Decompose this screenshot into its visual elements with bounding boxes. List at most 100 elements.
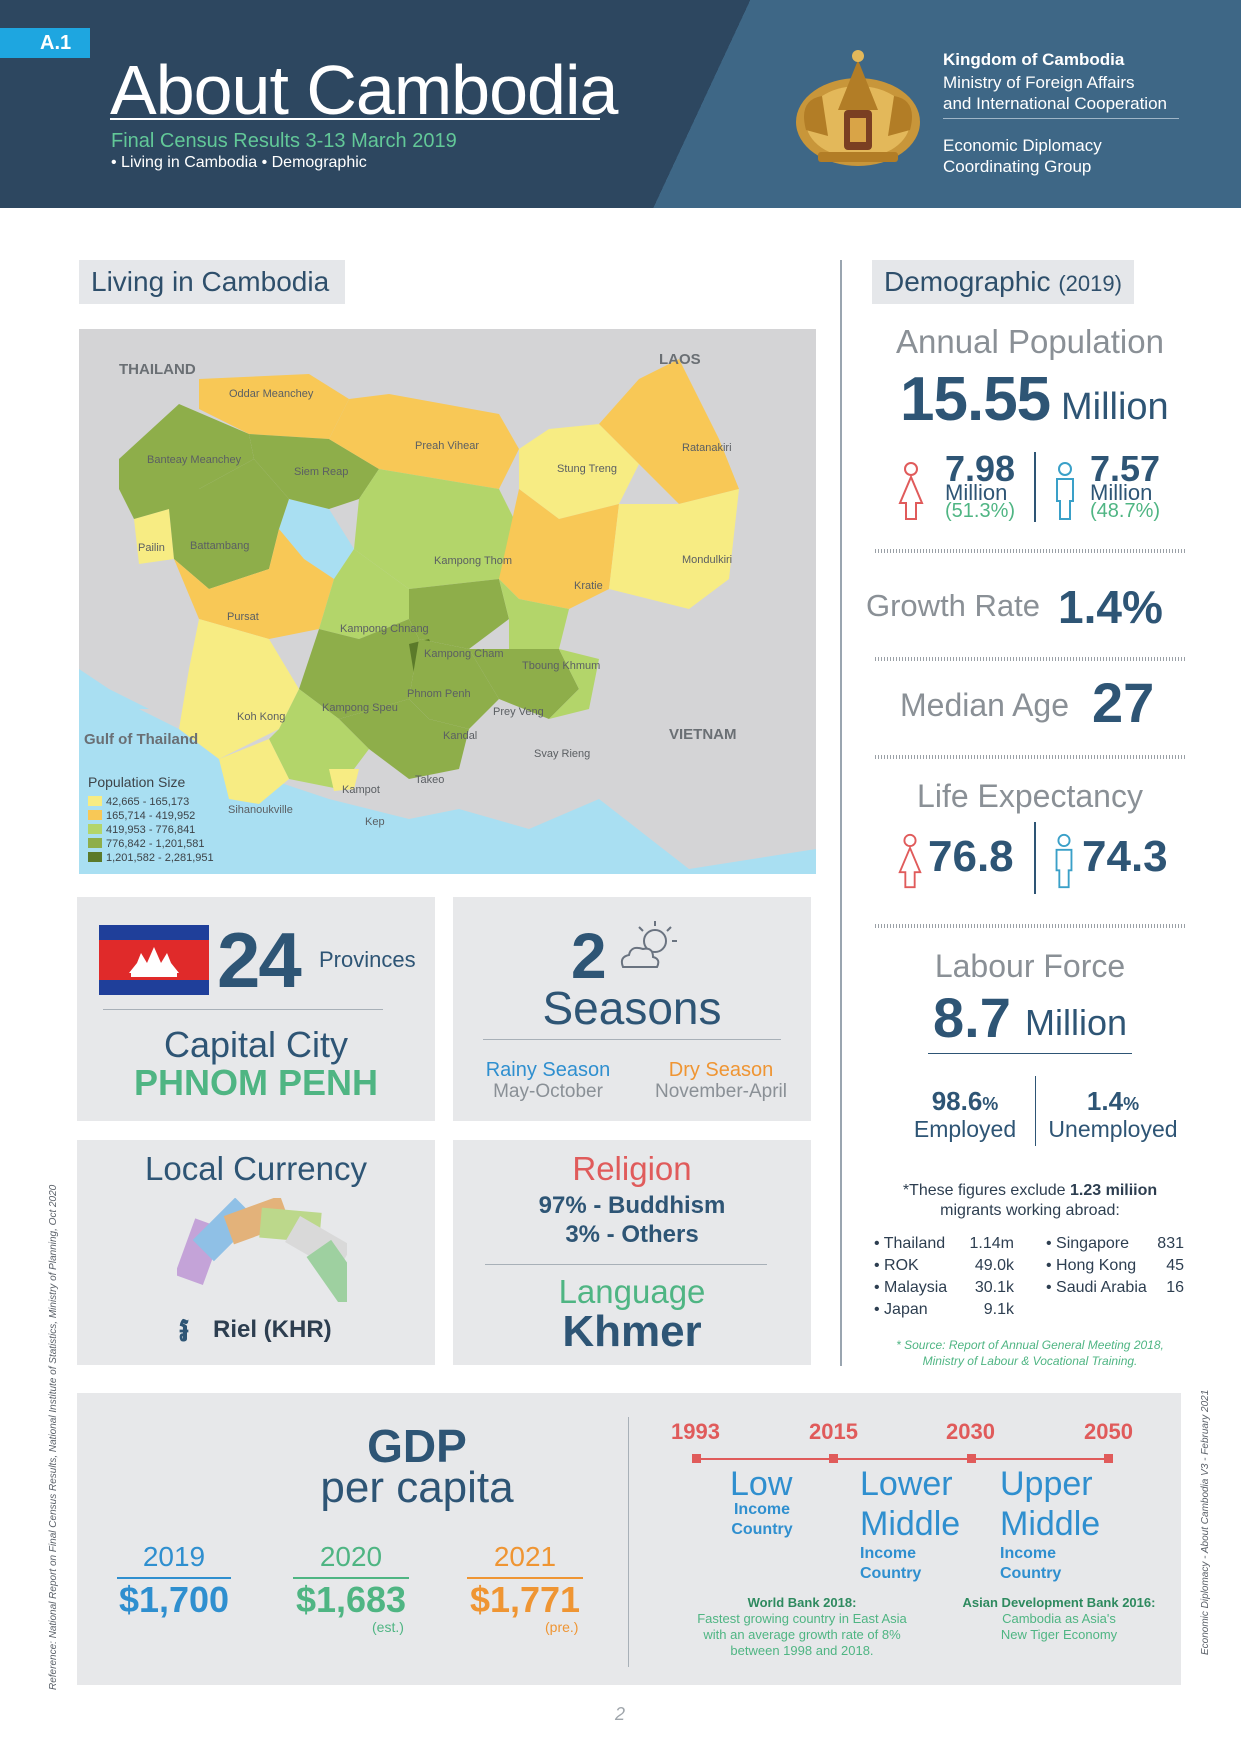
map-label-province: Takeo: [415, 774, 444, 786]
header-band-accent: [0, 0, 1241, 208]
religion-language-card: Religion 97% - Buddhism 3% - Others Lang…: [453, 1140, 811, 1365]
gdp-note: (pre.): [545, 1619, 579, 1635]
map-label-province: Kampong Cham: [424, 648, 504, 660]
tab-living-in-cambodia: Living in Cambodia: [79, 260, 345, 304]
provinces-label: Provinces: [319, 947, 416, 972]
map-kampong-speu: [299, 619, 419, 719]
employment-divider: [1035, 1076, 1036, 1146]
map-oddar-meanchey: [199, 374, 349, 439]
map-label-gulf: Gulf of Thailand: [84, 731, 198, 748]
migrant-row: • Malaysia 30.1k: [874, 1277, 1014, 1299]
map-label-province: Svay Rieng: [534, 748, 590, 760]
org-group: Economic Diplomacy Coordinating Group: [943, 135, 1102, 177]
stage-upper-middle: Middle: [1000, 1505, 1101, 1543]
migrant-count: 831: [1157, 1235, 1184, 1252]
gdp-value: $1,700: [118, 1579, 230, 1620]
migrant-row: • Thailand 1.14m: [874, 1233, 1014, 1255]
map-legend-swatch: [88, 838, 102, 848]
timeline-year: 2015: [809, 1419, 858, 1444]
timeline-year: 1993: [671, 1419, 720, 1444]
map-pursat: [174, 529, 334, 639]
stage-low-title: Low: [730, 1465, 793, 1503]
org-ministry-line-2: and International Cooperation: [943, 94, 1167, 113]
map-legend-title: Population Size: [88, 774, 186, 790]
religion-others: 3% - Others: [565, 1221, 699, 1248]
migrant-count: 30.1k: [974, 1279, 1014, 1296]
population-unit: Million: [1061, 386, 1169, 428]
migrants-note: *These figures exclude 1.23 miliion: [860, 1182, 1200, 1200]
map-legend-swatch: [88, 852, 102, 862]
source-line-2: Ministry of Labour & Vocational Training…: [922, 1354, 1138, 1368]
life-divider: [1034, 822, 1036, 894]
migrant-row: • ROK 49.0k: [874, 1255, 1014, 1277]
language-title: Language: [558, 1273, 706, 1310]
migrant-country: • Malaysia: [874, 1279, 948, 1296]
median-age-value: 27: [1092, 671, 1155, 734]
map-legend-label: 165,714 - 419,952: [106, 810, 195, 822]
worldbank-line-2: with an average growth rate of 8%: [703, 1627, 901, 1642]
map-gulf: [79, 669, 149, 709]
map-siem-reap: [249, 434, 379, 509]
worldbank-line-3: between 1998 and 2018.: [730, 1643, 874, 1658]
migrant-country: • Thailand: [874, 1235, 946, 1252]
map-label-province: Kampong Chnang: [340, 623, 429, 635]
gdp-year-underline: [117, 1577, 231, 1579]
female-icon: [898, 462, 924, 520]
gdp-title: GDP: [367, 1420, 467, 1472]
gdp-year: 2020: [319, 1541, 383, 1572]
male-icon: [1055, 833, 1073, 889]
provinces-divider: [103, 1009, 383, 1010]
map-kampong-thom: [354, 469, 519, 589]
timeline-line: [696, 1458, 1108, 1460]
male-icon: [1056, 462, 1074, 520]
map-label-province: Kampong Thom: [434, 555, 512, 567]
labour-underline: [928, 1053, 1132, 1054]
female-unit: Million: [945, 480, 1008, 505]
map-prey-veng: [469, 649, 579, 719]
seasons-divider: [483, 1039, 781, 1040]
map-label-thailand: THAILAND: [119, 361, 196, 378]
stage-low-country: Country: [731, 1521, 793, 1538]
unemployed-value: 1.4%: [1048, 1086, 1178, 1117]
life-expectancy-label: Life Expectancy: [917, 778, 1143, 814]
section-nav: • Living in Cambodia • Demographic: [111, 154, 367, 171]
stage-low-income: Income: [733, 1501, 790, 1518]
map-legend-label: 776,842 - 1,201,581: [106, 838, 204, 850]
migrants-note-total: 1.23 miliion: [1070, 1182, 1158, 1199]
map-label-province: Siem Reap: [294, 466, 348, 478]
migrant-count: 9.1k: [983, 1301, 1014, 1318]
migrants-note-2: migrants working abroad:: [940, 1202, 1120, 1219]
population-map: THAILAND LAOS VIETNAM Gulf of Thailand O…: [79, 329, 816, 874]
map-label-province: Kampot: [342, 784, 380, 796]
banknotes-image: [177, 1198, 347, 1302]
currency-name: Riel (KHR): [213, 1316, 332, 1343]
section-badge: A.1: [0, 28, 90, 58]
dotted-separator: [875, 755, 1185, 759]
map-legend-label: 419,953 - 776,841: [106, 824, 195, 836]
map-label-province: Tboung Khmum: [522, 660, 600, 672]
language-name: Khmer: [562, 1307, 702, 1356]
map-label-province: Oddar Meanchey: [229, 388, 314, 400]
migrant-count: 49.0k: [974, 1257, 1014, 1274]
map-legend-swatch: [88, 824, 102, 834]
religion-title: Religion: [572, 1150, 692, 1187]
rainy-season-label: Rainy Season: [485, 1059, 611, 1081]
map-label-province: Stung Treng: [557, 463, 617, 475]
stage-lower-country: Country: [860, 1565, 922, 1582]
stage-lower-title: Lower: [860, 1465, 953, 1503]
stage-upper-income: Income: [1000, 1545, 1057, 1562]
cambodia-flag-icon: [99, 925, 209, 995]
male-percent: (48.7%): [1090, 500, 1161, 522]
title-underline: [110, 118, 600, 120]
employed-value: 98.6%: [900, 1086, 1030, 1117]
map-label-province: Sihanoukville: [228, 804, 293, 816]
map-label-province: Kandal: [443, 730, 477, 742]
map-banteay-meanchey: [119, 404, 254, 489]
gdp-year: 2021: [493, 1541, 557, 1572]
map-kep: [329, 769, 359, 791]
map-label-province: Prey Veng: [493, 706, 544, 718]
gdp-separator: [628, 1417, 629, 1667]
adb-line-2: New Tiger Economy: [1000, 1627, 1118, 1642]
demographic-tab-label: Demographic: [884, 266, 1051, 297]
provinces-card: 24 Provinces Capital City PHNOM PENH: [77, 897, 435, 1121]
